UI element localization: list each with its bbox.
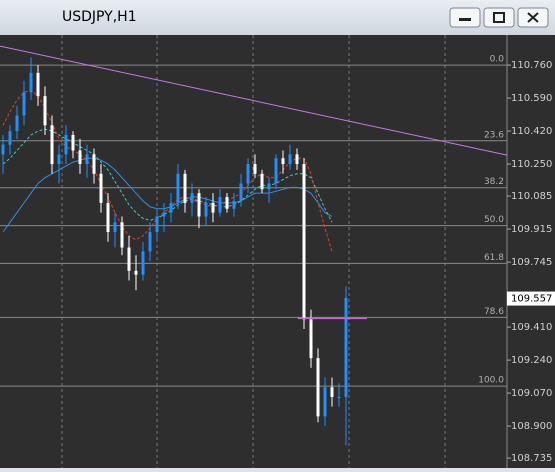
candle-body <box>148 231 152 252</box>
candle-body <box>85 154 89 165</box>
candle-body <box>288 154 292 165</box>
candle-body <box>260 173 264 190</box>
candle-body <box>169 202 173 213</box>
candle-body <box>183 173 187 203</box>
candle-body <box>246 164 250 184</box>
candle-body <box>99 173 103 203</box>
y-tick-label: 109.915 <box>511 224 552 235</box>
candle-body <box>232 200 236 209</box>
candle-body <box>337 396 341 398</box>
candle-body <box>15 115 19 132</box>
fib-label: 23.6 <box>484 130 504 140</box>
candle-body <box>218 197 222 213</box>
candle-body <box>295 154 299 165</box>
candle-body <box>197 193 201 217</box>
candle-body <box>36 72 40 97</box>
fib-label: 0.0 <box>490 55 505 65</box>
current-price-label: 109.557 <box>511 294 552 305</box>
candle-body <box>204 202 208 217</box>
candle-body <box>113 222 117 232</box>
candle-body <box>92 154 96 174</box>
candle-body <box>57 154 61 165</box>
y-tick-label: 109.240 <box>511 355 552 366</box>
current-price-tag <box>507 291 555 306</box>
minimize-icon <box>459 18 471 21</box>
candle-body <box>344 297 348 397</box>
candle-body <box>190 193 194 203</box>
y-tick-label: 108.900 <box>511 421 552 432</box>
chart-area <box>0 35 555 468</box>
candle-body <box>120 222 124 248</box>
candle-body <box>274 158 278 184</box>
fib-label: 78.6 <box>484 307 504 317</box>
y-tick-label: 110.085 <box>511 191 552 202</box>
y-tick-label: 109.070 <box>511 388 552 399</box>
candle-body <box>316 358 320 417</box>
close-icon <box>527 12 539 23</box>
candle-body <box>239 183 243 201</box>
trendline <box>0 45 508 156</box>
fib-label: 38.2 <box>484 177 504 187</box>
candle-body <box>162 212 166 217</box>
y-tick-label: 110.250 <box>511 159 552 170</box>
window-title: USDJPY,H1 <box>62 9 137 25</box>
candle-body <box>71 134 75 151</box>
candle-body <box>330 387 334 397</box>
y-tick-label: 109.745 <box>511 257 552 268</box>
candle-body <box>309 319 313 359</box>
window-buttons <box>449 7 549 28</box>
candle-body <box>78 150 82 165</box>
candle-body <box>267 183 271 190</box>
candle-body <box>225 197 229 209</box>
y-tick-label: 110.420 <box>511 126 552 137</box>
candle-body <box>64 134 68 155</box>
fib-label: 50.0 <box>484 215 504 225</box>
maximize-button[interactable] <box>483 7 515 28</box>
candle-body <box>323 387 327 417</box>
minimize-button[interactable] <box>449 7 481 28</box>
candle-body <box>281 158 285 165</box>
moving-average <box>2 157 333 233</box>
maximize-icon <box>493 12 505 23</box>
candle-body <box>155 216 159 232</box>
candle-body <box>50 125 54 165</box>
candle-body <box>8 131 12 145</box>
candle-body <box>106 202 110 232</box>
candle-body <box>43 96 47 126</box>
candle-body <box>253 164 257 174</box>
y-tick-label: 110.760 <box>511 60 552 71</box>
candle-body <box>29 72 33 93</box>
y-tick-label: 109.410 <box>511 322 552 333</box>
candle-body <box>134 270 138 275</box>
time-separators <box>61 35 446 468</box>
candle-body <box>127 247 131 271</box>
fib-label: 100.0 <box>478 376 504 386</box>
candle-body <box>176 173 180 203</box>
fib-label: 61.8 <box>484 253 504 263</box>
y-tick-label: 108.735 <box>511 453 552 464</box>
candle-body <box>211 202 215 213</box>
candle-body <box>22 92 26 116</box>
candle-body <box>1 144 5 155</box>
candle-body <box>141 251 145 275</box>
candle-body <box>302 164 306 320</box>
y-tick-label: 110.590 <box>511 93 552 104</box>
